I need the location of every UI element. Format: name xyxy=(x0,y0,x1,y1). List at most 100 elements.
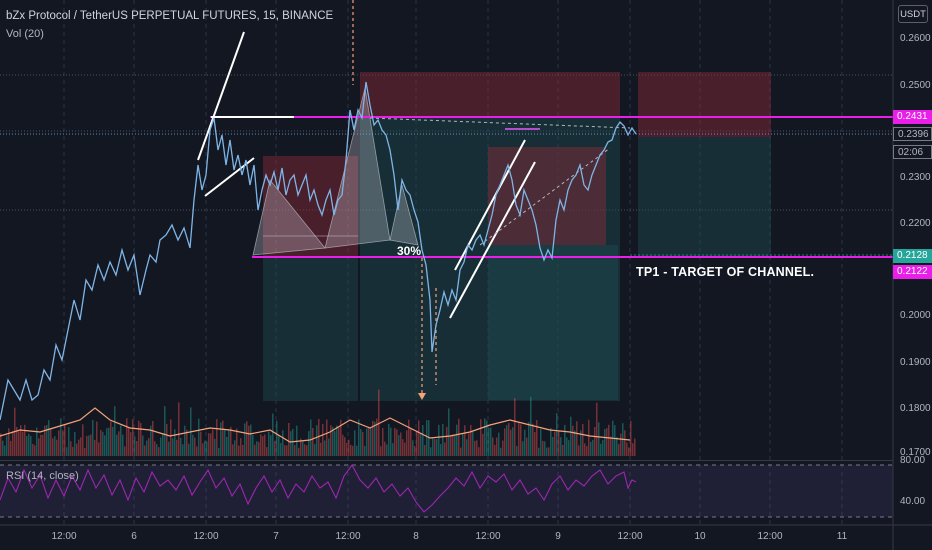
volume-bar xyxy=(364,446,366,456)
time-tick: 12:00 xyxy=(475,531,501,542)
volume-bar xyxy=(474,440,476,456)
volume-bar xyxy=(300,438,302,456)
volume-bar xyxy=(394,427,396,456)
support-upper-badge: 0.2128 xyxy=(893,249,932,263)
arrow-head xyxy=(418,393,426,400)
volume-bar xyxy=(350,444,352,456)
volume-bar xyxy=(400,432,402,456)
volume-bar xyxy=(250,424,252,456)
volume-bar xyxy=(4,445,6,456)
volume-bar xyxy=(58,430,60,456)
volume-bar xyxy=(292,428,294,456)
volume-bar xyxy=(558,430,560,456)
rsi-indicator-label[interactable]: RSI (14, close) xyxy=(6,470,79,482)
volume-bar xyxy=(148,438,150,456)
volume-bar xyxy=(418,420,420,456)
volume-bars xyxy=(0,389,636,456)
volume-bar xyxy=(128,427,130,456)
volume-bar xyxy=(404,442,406,456)
volume-bar xyxy=(596,402,598,456)
volume-bar xyxy=(540,428,542,456)
volume-bar xyxy=(486,420,488,456)
volume-bar xyxy=(62,430,64,456)
volume-bar xyxy=(176,439,178,456)
volume-bar xyxy=(76,443,78,456)
volume-bar xyxy=(600,443,602,456)
volume-bar xyxy=(536,420,538,456)
volume-bar xyxy=(86,435,88,456)
volume-indicator-label[interactable]: Vol (20) xyxy=(6,28,44,40)
volume-bar xyxy=(268,431,270,456)
volume-bar xyxy=(222,420,224,456)
volume-bar xyxy=(382,428,384,456)
volume-bar xyxy=(420,432,422,456)
price-tick: 0.1800 xyxy=(900,403,931,414)
volume-bar xyxy=(234,440,236,456)
currency-button[interactable]: USDT xyxy=(898,5,928,23)
volume-bar xyxy=(306,445,308,456)
volume-bar xyxy=(294,445,296,456)
volume-bar xyxy=(582,423,584,456)
volume-bar xyxy=(80,437,82,456)
price-series[interactable] xyxy=(0,81,637,421)
volume-bar xyxy=(68,427,70,456)
volume-bar xyxy=(84,447,86,456)
key-levels[interactable] xyxy=(210,116,893,258)
volume-bar xyxy=(10,440,12,456)
volume-bar xyxy=(430,447,432,456)
volume-bar xyxy=(160,437,162,456)
volume-bar xyxy=(518,421,520,456)
volume-bar xyxy=(634,438,636,456)
volume-bar xyxy=(324,440,326,456)
percent-annotation[interactable]: 30% xyxy=(397,244,422,258)
volume-bar xyxy=(224,429,226,456)
volume-bar xyxy=(608,424,610,456)
target-annotation[interactable]: TP1 - TARGET OF CHANNEL. xyxy=(636,265,815,279)
volume-bar xyxy=(346,443,348,456)
volume-bar xyxy=(188,443,190,456)
rsi-tick: 40.00 xyxy=(900,496,926,507)
volume-bar xyxy=(120,425,122,456)
volume-bar xyxy=(524,429,526,456)
volume-bar xyxy=(506,425,508,456)
volume-bar xyxy=(8,428,10,456)
volume-bar xyxy=(286,445,288,456)
volume-bar xyxy=(118,431,120,456)
volume-bar xyxy=(38,438,40,456)
volume-bar xyxy=(398,435,400,456)
volume-bar xyxy=(560,437,562,456)
volume-bar xyxy=(56,439,58,456)
volume-bar xyxy=(444,442,446,456)
volume-bar xyxy=(182,444,184,456)
volume-bar xyxy=(316,425,318,456)
volume-bar xyxy=(340,419,342,456)
volume-bar xyxy=(308,431,310,456)
volume-bar xyxy=(504,428,506,456)
volume-bar xyxy=(472,431,474,456)
volume-bar xyxy=(208,433,210,456)
volume-bar xyxy=(630,420,632,456)
volume-ma xyxy=(0,407,631,443)
volume-bar xyxy=(194,437,196,456)
volume-bar xyxy=(288,422,290,456)
volume-bar xyxy=(48,420,50,456)
volume-bar xyxy=(544,441,546,456)
volume-bar xyxy=(156,444,158,456)
position-boxes[interactable] xyxy=(263,72,771,401)
volume-bar xyxy=(252,435,254,456)
volume-bar xyxy=(60,418,62,456)
volume-bar xyxy=(180,437,182,456)
volume-bar xyxy=(590,441,592,456)
rsi-levels xyxy=(0,464,893,518)
symbol-title[interactable]: bZx Protocol / TetherUS PERPETUAL FUTURE… xyxy=(6,10,334,22)
time-tick: 7 xyxy=(273,531,279,542)
volume-bar xyxy=(246,421,248,456)
volume-bar xyxy=(368,426,370,456)
harmonic-pattern[interactable] xyxy=(252,87,419,256)
volume-bar xyxy=(304,444,306,456)
resistance-price-badge: 0.2431 xyxy=(893,110,932,124)
volume-bar xyxy=(2,440,4,456)
volume-bar xyxy=(436,439,438,456)
volume-bar xyxy=(542,440,544,456)
